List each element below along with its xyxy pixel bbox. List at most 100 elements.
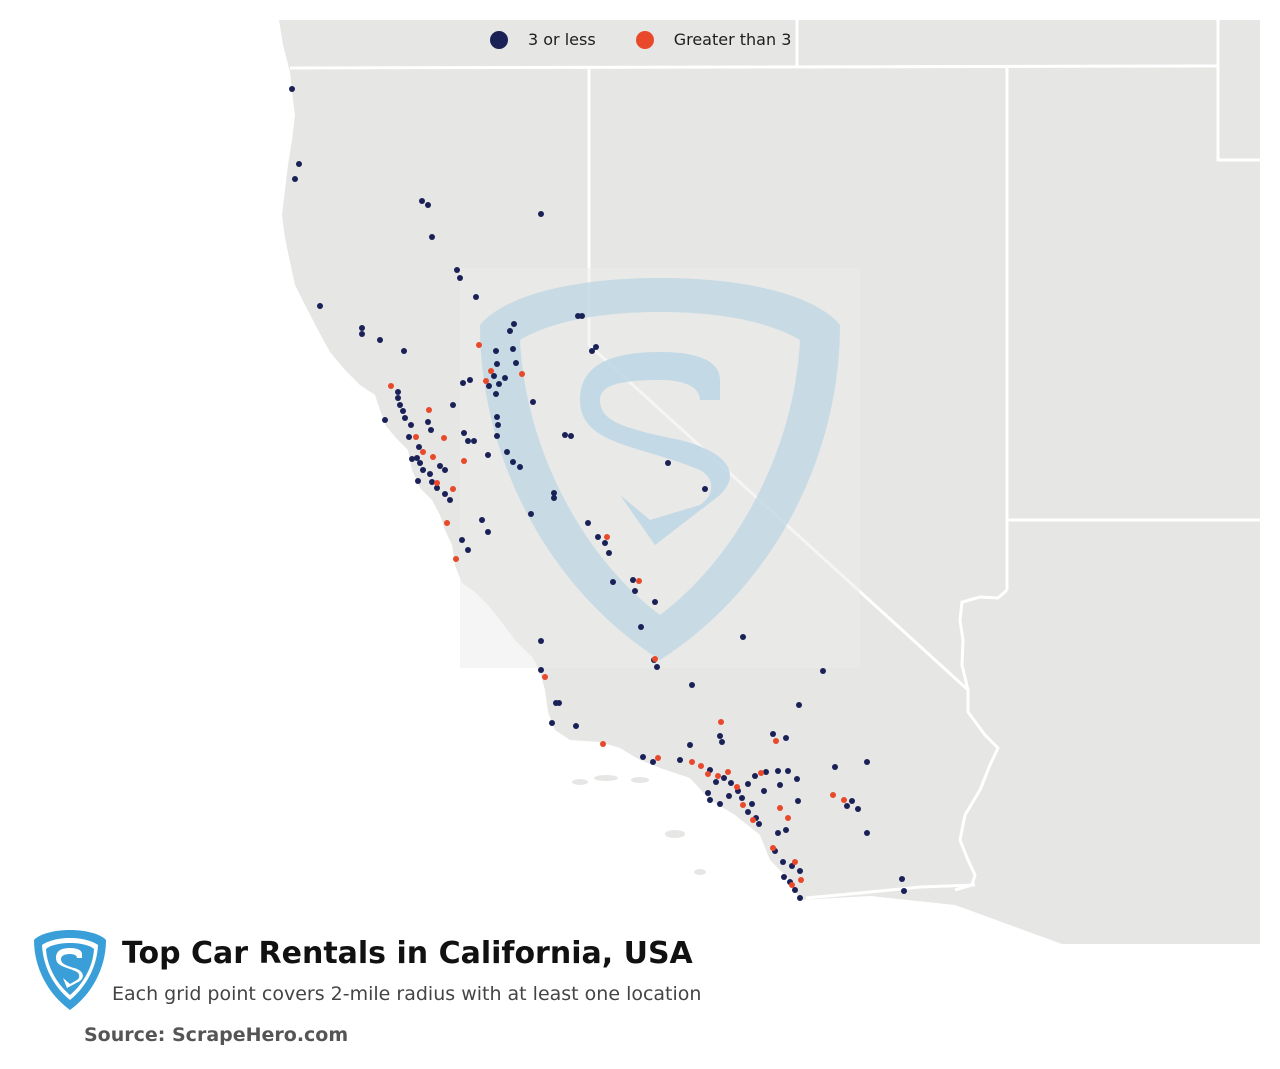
marker-3-or-less [425, 419, 431, 425]
marker-3-or-less [820, 668, 826, 674]
island-shape [572, 779, 588, 785]
marker-greater-than-3 [718, 719, 724, 725]
marker-3-or-less [415, 478, 421, 484]
marker-3-or-less [513, 360, 519, 366]
marker-3-or-less [677, 757, 683, 763]
marker-3-or-less [713, 779, 719, 785]
marker-3-or-less [721, 775, 727, 781]
marker-3-or-less [471, 438, 477, 444]
scrapehero-logo-icon [34, 930, 106, 1010]
marker-3-or-less [707, 797, 713, 803]
marker-3-or-less [849, 798, 855, 804]
marker-3-or-less [752, 773, 758, 779]
marker-greater-than-3 [483, 378, 489, 384]
watermark-logo [460, 268, 860, 668]
marker-3-or-less [454, 267, 460, 273]
marker-greater-than-3 [453, 556, 459, 562]
marker-greater-than-3 [652, 656, 658, 662]
marker-3-or-less [377, 337, 383, 343]
marker-3-or-less [450, 402, 456, 408]
marker-3-or-less [719, 739, 725, 745]
marker-3-or-less [429, 479, 435, 485]
marker-3-or-less [770, 731, 776, 737]
marker-greater-than-3 [689, 759, 695, 765]
marker-3-or-less [795, 798, 801, 804]
marker-3-or-less [402, 415, 408, 421]
marker-greater-than-3 [789, 882, 795, 888]
marker-3-or-less [317, 303, 323, 309]
marker-3-or-less [796, 702, 802, 708]
marker-3-or-less [717, 733, 723, 739]
marker-greater-than-3 [841, 797, 847, 803]
marker-3-or-less [459, 537, 465, 543]
legend-label-high: Greater than 3 [673, 30, 792, 49]
marker-3-or-less [855, 806, 861, 812]
marker-3-or-less [777, 782, 783, 788]
marker-3-or-less [465, 547, 471, 553]
marker-3-or-less [429, 234, 435, 240]
marker-3-or-less [901, 888, 907, 894]
marker-3-or-less [289, 86, 295, 92]
legend-label-low: 3 or less [528, 30, 596, 49]
marker-3-or-less [702, 486, 708, 492]
marker-3-or-less [517, 464, 523, 470]
island-shape [665, 830, 685, 838]
marker-3-or-less [579, 313, 585, 319]
marker-3-or-less [783, 735, 789, 741]
marker-3-or-less [749, 801, 755, 807]
marker-greater-than-3 [420, 449, 426, 455]
marker-3-or-less [556, 700, 562, 706]
marker-greater-than-3 [792, 859, 798, 865]
marker-3-or-less [562, 432, 568, 438]
map-subtitle: Each grid point covers 2-mile radius wit… [112, 983, 702, 1005]
marker-3-or-less [551, 495, 557, 501]
legend-dot-low [490, 30, 508, 49]
marker-3-or-less [551, 490, 557, 496]
marker-3-or-less [740, 634, 746, 640]
marker-3-or-less [638, 624, 644, 630]
marker-3-or-less [296, 161, 302, 167]
marker-3-or-less [395, 389, 401, 395]
marker-3-or-less [538, 211, 544, 217]
marker-3-or-less [745, 781, 751, 787]
marker-greater-than-3 [636, 578, 642, 584]
marker-3-or-less [401, 348, 407, 354]
marker-3-or-less [416, 444, 422, 450]
marker-3-or-less [510, 459, 516, 465]
marker-3-or-less [585, 520, 591, 526]
marker-3-or-less [420, 467, 426, 473]
marker-3-or-less [538, 638, 544, 644]
marker-3-or-less [442, 467, 448, 473]
marker-3-or-less [602, 540, 608, 546]
marker-3-or-less [495, 422, 501, 428]
marker-3-or-less [794, 776, 800, 782]
marker-3-or-less [465, 438, 471, 444]
marker-3-or-less [606, 550, 612, 556]
marker-greater-than-3 [444, 520, 450, 526]
marker-3-or-less [780, 859, 786, 865]
marker-greater-than-3 [604, 534, 610, 540]
marker-3-or-less [479, 517, 485, 523]
marker-3-or-less [568, 433, 574, 439]
marker-3-or-less [528, 511, 534, 517]
marker-3-or-less [507, 328, 513, 334]
marker-3-or-less [425, 202, 431, 208]
marker-3-or-less [359, 325, 365, 331]
marker-3-or-less [761, 788, 767, 794]
marker-3-or-less [726, 793, 732, 799]
legend-dot-high [635, 30, 654, 49]
marker-3-or-less [797, 868, 803, 874]
marker-3-or-less [797, 895, 803, 901]
legend-item-low: 3 or less [490, 30, 596, 49]
marker-3-or-less [292, 176, 298, 182]
marker-3-or-less [494, 361, 500, 367]
marker-3-or-less [589, 348, 595, 354]
marker-3-or-less [844, 803, 850, 809]
island-shape [694, 869, 706, 875]
marker-greater-than-3 [705, 771, 711, 777]
marker-greater-than-3 [785, 815, 791, 821]
marker-3-or-less [775, 768, 781, 774]
marker-3-or-less [783, 827, 789, 833]
marker-greater-than-3 [461, 458, 467, 464]
